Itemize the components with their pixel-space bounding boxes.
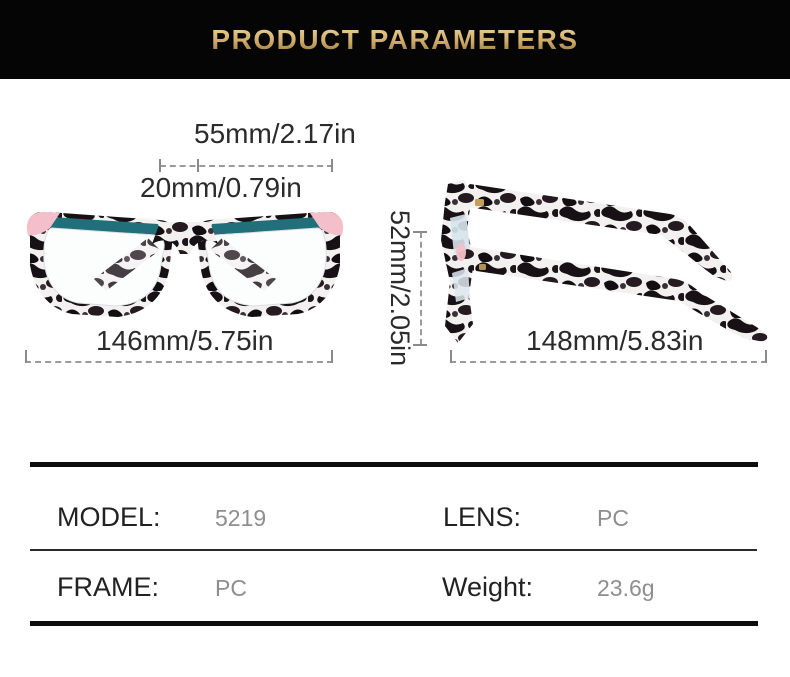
spec-value-lens: PC bbox=[597, 505, 629, 531]
bridge-width-label: 20mm/0.79in bbox=[140, 172, 302, 203]
spec-table-top-border bbox=[30, 462, 758, 467]
dimension-tick bbox=[25, 350, 27, 363]
frame-width-label: 146mm/5.75in bbox=[96, 325, 274, 356]
spec-table-divider bbox=[30, 549, 757, 551]
dimension-tick bbox=[765, 350, 767, 363]
spec-label-weight: Weight: bbox=[442, 572, 534, 602]
dimension-tick bbox=[413, 231, 427, 233]
page-title: PRODUCT PARAMETERS bbox=[211, 23, 579, 55]
lens-width-dimension-line bbox=[160, 165, 333, 167]
spec-value-frame: PC bbox=[215, 575, 247, 601]
spec-table-bottom-border bbox=[30, 621, 758, 626]
spec-value-weight: 23.6g bbox=[597, 575, 655, 601]
dimension-tick bbox=[450, 350, 452, 363]
spec-value-model: 5219 bbox=[215, 505, 267, 531]
dimension-tick bbox=[413, 344, 427, 346]
lens-height-dimension-line bbox=[420, 232, 422, 345]
dimension-tick bbox=[197, 159, 199, 172]
spec-label-frame: FRAME: bbox=[57, 572, 160, 602]
temple-length-label: 148mm/5.83in bbox=[526, 325, 704, 356]
temple-length-dimension-line bbox=[450, 361, 767, 363]
dimension-tick bbox=[331, 159, 333, 172]
spec-label-lens: LENS: bbox=[443, 502, 522, 532]
dimension-tick bbox=[331, 350, 333, 363]
lens-width-label: 55mm/2.17in bbox=[194, 118, 356, 149]
lens-height-label: 52mm/2.05in bbox=[385, 210, 415, 367]
header-banner: PRODUCT PARAMETERS bbox=[0, 0, 790, 79]
glasses-side-view-image bbox=[441, 180, 768, 343]
dimension-tick bbox=[159, 159, 161, 172]
glasses-front-view-image bbox=[26, 211, 344, 317]
frame-width-dimension-line bbox=[25, 361, 333, 363]
spec-label-model: MODEL: bbox=[57, 502, 161, 532]
